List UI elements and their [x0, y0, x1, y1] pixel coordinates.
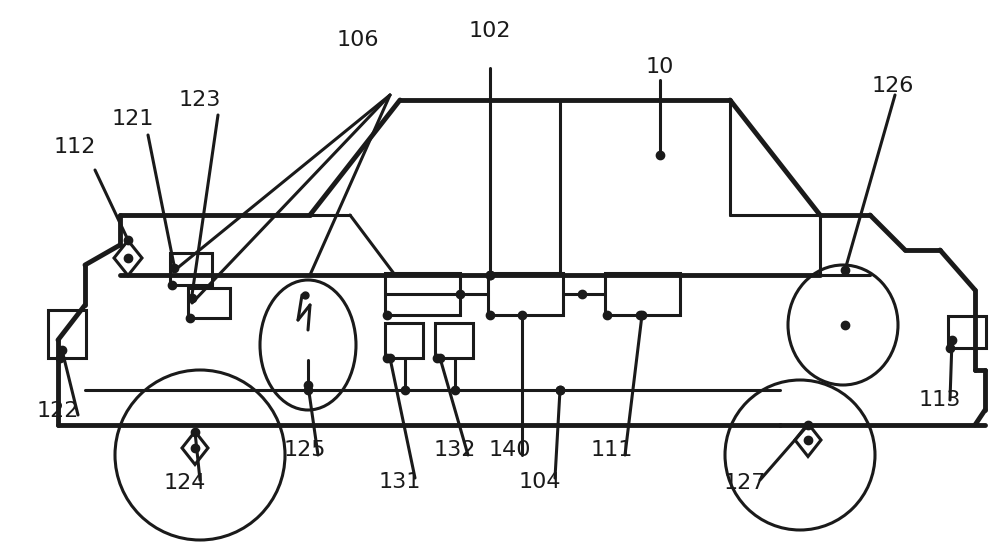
Bar: [488, 273, 563, 315]
Text: 122: 122: [37, 401, 79, 421]
Bar: [605, 273, 680, 315]
Text: 131: 131: [379, 472, 421, 492]
Text: 124: 124: [164, 473, 206, 493]
Text: 112: 112: [54, 137, 96, 157]
Text: 10: 10: [646, 57, 674, 77]
Text: 102: 102: [469, 21, 511, 41]
Text: 125: 125: [284, 440, 326, 460]
Text: 121: 121: [112, 109, 154, 129]
Bar: [385, 323, 423, 358]
Text: 123: 123: [179, 90, 221, 110]
Bar: [385, 273, 460, 315]
Text: 104: 104: [519, 472, 561, 492]
Text: 132: 132: [434, 440, 476, 460]
Bar: [170, 253, 212, 285]
Text: 140: 140: [489, 440, 531, 460]
Text: 127: 127: [724, 473, 766, 493]
Text: 126: 126: [872, 76, 914, 96]
Bar: [948, 316, 986, 348]
Bar: [48, 310, 86, 358]
Text: 113: 113: [919, 390, 961, 410]
Bar: [435, 323, 473, 358]
Text: 111: 111: [591, 440, 633, 460]
Text: 106: 106: [337, 30, 379, 50]
Bar: [188, 288, 230, 318]
